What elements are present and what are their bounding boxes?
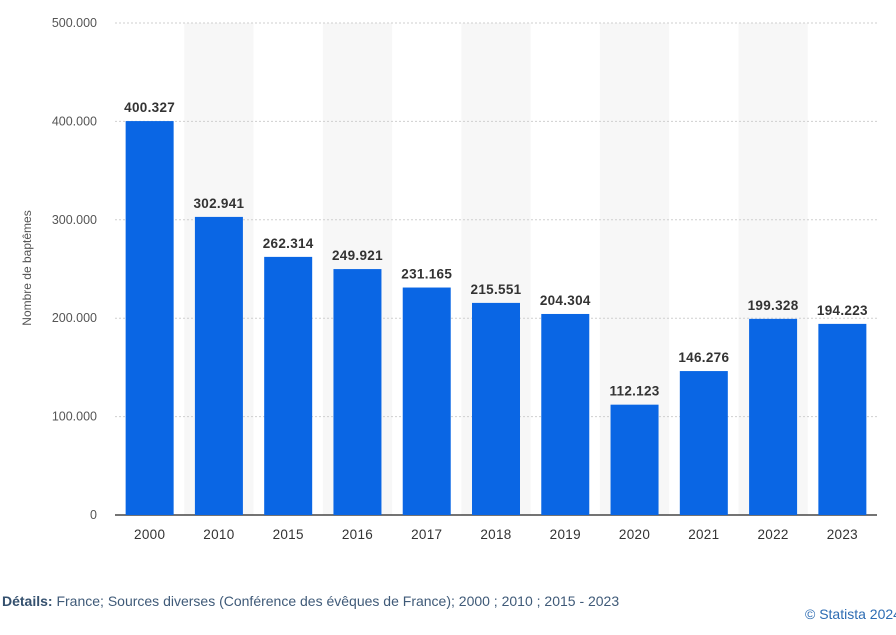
y-tick-label: 300.000 xyxy=(52,213,97,227)
x-tick-label: 2017 xyxy=(411,527,442,542)
x-tick-label: 2000 xyxy=(134,527,165,542)
data-label: 302.941 xyxy=(193,196,244,211)
y-tick-label: 200.000 xyxy=(52,311,97,325)
y-tick-label: 0 xyxy=(90,508,97,522)
data-label: 146.276 xyxy=(678,350,729,365)
bar xyxy=(818,323,867,515)
data-label: 199.328 xyxy=(748,298,799,313)
data-label: 194.223 xyxy=(817,303,868,318)
chart-footer: Détails: France; Sources diverses (Confé… xyxy=(2,590,662,613)
bar xyxy=(264,256,313,515)
bar xyxy=(472,302,520,515)
x-tick-label: 2020 xyxy=(619,527,650,542)
bar xyxy=(541,313,590,515)
data-label: 231.165 xyxy=(401,267,452,282)
y-axis-label: Nombre de baptêmes xyxy=(20,210,34,325)
x-tick-label: 2010 xyxy=(203,527,234,542)
bar xyxy=(125,121,174,515)
bar xyxy=(749,318,798,515)
y-tick-label: 500.000 xyxy=(52,16,97,30)
data-label: 262.314 xyxy=(263,236,314,251)
data-label: 400.327 xyxy=(124,100,175,115)
chart-canvas: 0 100.000 200.000 300.000 400.000 500.000 400… xyxy=(20,16,877,542)
details-label: Détails: xyxy=(2,593,53,609)
x-axis-ticks: 2000 2010 2015 2016 2017 2018 2019 2020 2021 2022… xyxy=(134,527,858,542)
y-tick-label: 100.000 xyxy=(52,410,97,424)
bar xyxy=(402,287,451,515)
bar xyxy=(610,404,659,515)
bar xyxy=(194,216,243,515)
bar-chart: 0 100.000 200.000 300.000 400.000 500.000 400… xyxy=(20,16,877,542)
bars xyxy=(125,121,867,515)
bar xyxy=(333,269,382,515)
details-text: France; Sources diverses (Conférence des… xyxy=(52,593,620,609)
x-tick-label: 2016 xyxy=(342,527,373,542)
data-label: 204.304 xyxy=(540,293,591,308)
bar xyxy=(679,371,728,515)
x-tick-label: 2021 xyxy=(688,527,719,542)
data-label: 249.921 xyxy=(332,248,383,263)
y-tick-label: 400.000 xyxy=(52,114,97,128)
x-tick-label: 2023 xyxy=(827,527,858,542)
data-label: 112.123 xyxy=(609,384,659,399)
x-tick-label: 2018 xyxy=(480,527,511,542)
data-labels: 400.327 302.941 262.314 249.921 231.165 215.5… xyxy=(124,100,868,399)
x-tick-label: 2015 xyxy=(273,527,304,542)
y-axis-ticks: 0 100.000 200.000 300.000 400.000 500.000 xyxy=(52,16,97,522)
data-label: 215.551 xyxy=(471,282,522,297)
x-tick-label: 2022 xyxy=(757,527,788,542)
copyright-link[interactable]: © Statista 2024 xyxy=(805,606,896,622)
x-tick-label: 2019 xyxy=(550,527,581,542)
